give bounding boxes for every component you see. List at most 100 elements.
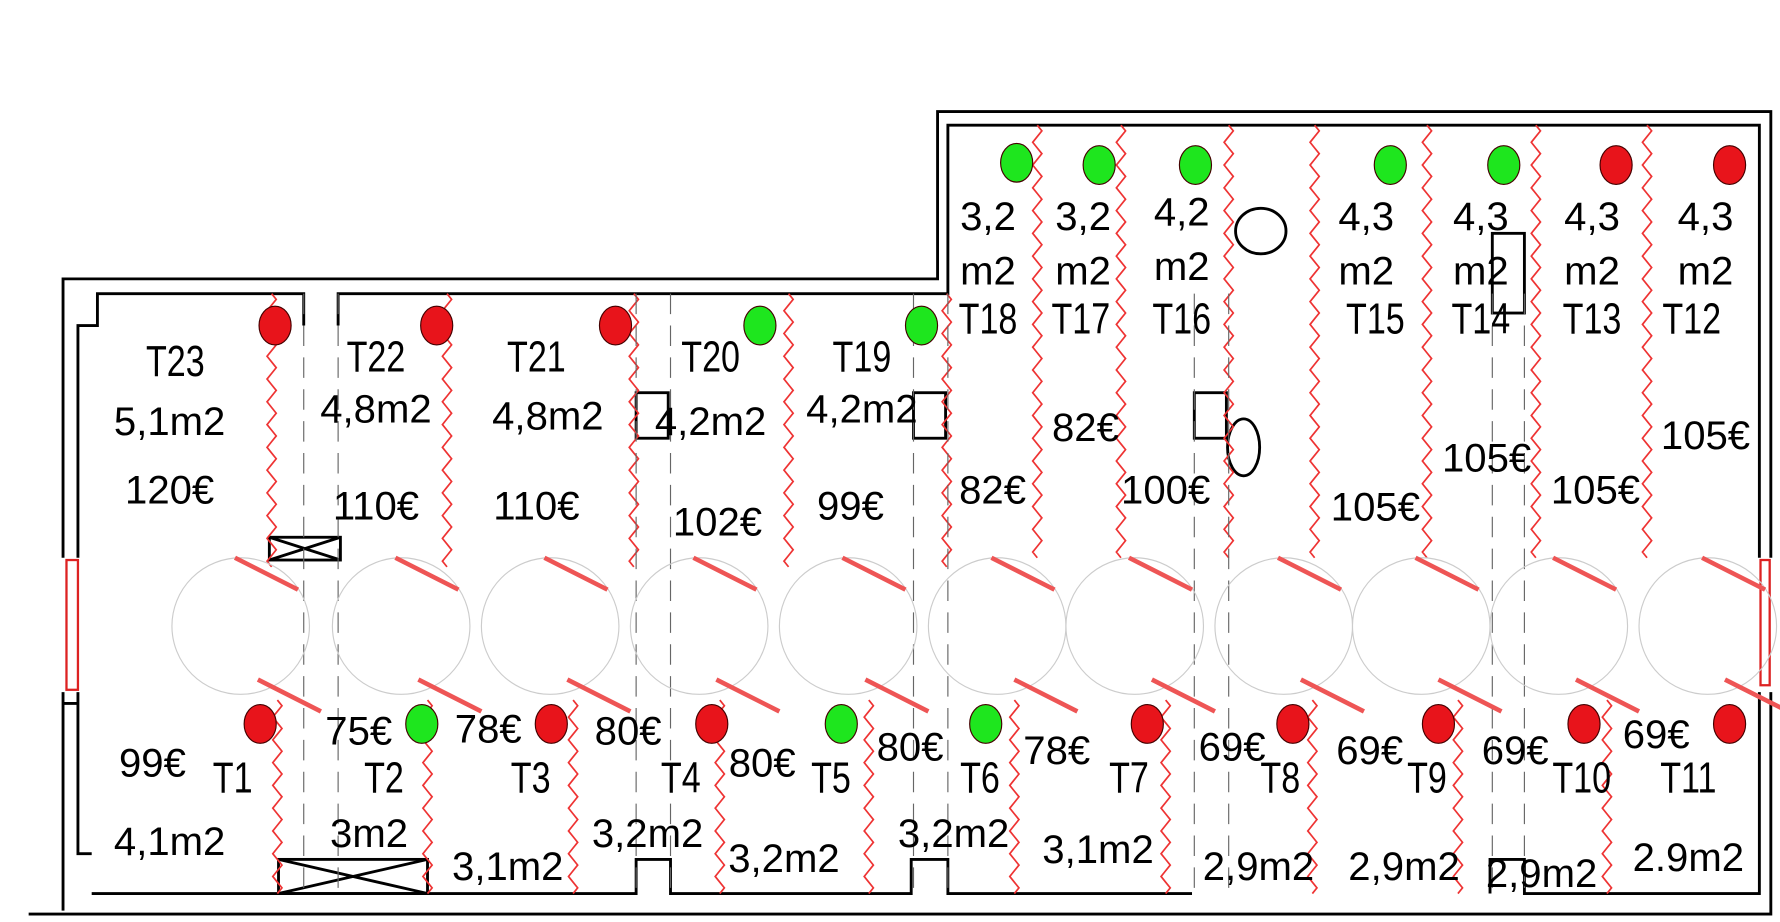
unit-area: 3,2m2 bbox=[592, 812, 703, 856]
status-dot bbox=[1178, 145, 1213, 185]
unit-price: 80€ bbox=[729, 742, 796, 786]
door-leaf bbox=[841, 555, 930, 714]
unit-area: 2.9m2 bbox=[1633, 836, 1744, 880]
unit-label: T23 bbox=[146, 337, 205, 386]
unit-label: T16 bbox=[1152, 295, 1211, 344]
unit-area: 4,2 m2 bbox=[1153, 190, 1210, 290]
partition bbox=[1306, 699, 1319, 895]
inner-wall bbox=[63, 692, 1761, 895]
unit-area: 5,1m2 bbox=[114, 400, 225, 444]
status-dot bbox=[1082, 145, 1116, 185]
partition bbox=[1601, 699, 1613, 895]
unit-area: 3,1m2 bbox=[452, 845, 563, 889]
unit-label: T11 bbox=[1660, 753, 1716, 802]
unit-price: 82€ bbox=[1052, 406, 1119, 450]
partition bbox=[1452, 699, 1464, 895]
status-dot bbox=[405, 704, 439, 744]
outer-wall bbox=[28, 692, 1773, 916]
unit-label: T9 bbox=[1407, 753, 1447, 802]
unit-area: 2,9m2 bbox=[1203, 845, 1314, 889]
partition bbox=[1530, 124, 1542, 559]
status-dot bbox=[1567, 704, 1601, 744]
door-leaf bbox=[990, 555, 1079, 714]
unit-label: T12 bbox=[1662, 295, 1721, 344]
unit-price: 80€ bbox=[877, 726, 944, 770]
status-dot bbox=[743, 305, 777, 346]
fixture bbox=[912, 391, 948, 440]
partition bbox=[628, 293, 640, 568]
unit-price: 105€ bbox=[1331, 486, 1420, 530]
unit-price: 69€ bbox=[1336, 729, 1403, 773]
door-swing bbox=[1489, 557, 1629, 695]
door-swing bbox=[1065, 557, 1205, 695]
unit-label: T1 bbox=[213, 753, 253, 802]
unit-area: 3,2 m2 bbox=[1055, 194, 1112, 294]
outer-wall bbox=[61, 110, 1773, 558]
status-dot bbox=[1000, 142, 1034, 183]
unit-price: 105€ bbox=[1442, 437, 1531, 481]
partition bbox=[1008, 699, 1021, 895]
unit-price: 82€ bbox=[959, 469, 1026, 513]
partition bbox=[567, 699, 579, 895]
unit-label: T5 bbox=[811, 753, 851, 802]
unit-label: T22 bbox=[347, 332, 406, 381]
status-dot bbox=[258, 305, 292, 346]
door-leaf bbox=[1552, 555, 1641, 714]
unit-area: 3,2 m2 bbox=[960, 195, 1016, 294]
unit-price: 99€ bbox=[119, 742, 186, 786]
status-dot bbox=[420, 305, 454, 346]
door-leaf bbox=[1276, 555, 1365, 714]
partitions bbox=[171, 124, 1780, 895]
partition bbox=[1159, 699, 1172, 895]
unit-label: T8 bbox=[1260, 753, 1300, 802]
unit-price: 100€ bbox=[1121, 469, 1210, 513]
fixture bbox=[267, 535, 342, 562]
unit-label: T3 bbox=[511, 753, 551, 802]
unit-area: 3,1m2 bbox=[1042, 828, 1153, 872]
door-leaf bbox=[1127, 555, 1216, 714]
unit-area: 4,3 m2 bbox=[1452, 194, 1509, 294]
unit-label: T15 bbox=[1346, 295, 1405, 344]
unit-price: 110€ bbox=[493, 484, 579, 528]
unit-label: T2 bbox=[364, 753, 404, 802]
unit-label: T19 bbox=[833, 332, 892, 381]
unit-area: 4,3 m2 bbox=[1338, 194, 1395, 294]
unit-label: T4 bbox=[661, 753, 701, 802]
door-leaf bbox=[543, 555, 632, 714]
unit-price: 69€ bbox=[1623, 713, 1690, 757]
unit-area: 3,2m2 bbox=[728, 837, 839, 881]
partition bbox=[1031, 124, 1043, 559]
unit-label: T18 bbox=[959, 295, 1018, 344]
unit-price: 78€ bbox=[455, 708, 522, 752]
unit-label: T7 bbox=[1109, 753, 1149, 802]
unit-label: T6 bbox=[960, 753, 1000, 802]
unit-price: 69€ bbox=[1482, 729, 1549, 773]
door-swing bbox=[778, 557, 918, 695]
door-swing bbox=[331, 557, 471, 695]
partition bbox=[1308, 124, 1321, 559]
unit-area: 4,3 m2 bbox=[1564, 194, 1620, 294]
door bbox=[65, 558, 1771, 691]
fixture bbox=[268, 535, 428, 895]
unit-area: 4,3 m2 bbox=[1452, 194, 1509, 294]
unit-label: T17 bbox=[1051, 295, 1110, 344]
unit-price: 105€ bbox=[1661, 414, 1750, 458]
unit-area: 4,3 m2 bbox=[1338, 194, 1395, 294]
door-leaf bbox=[1414, 555, 1503, 714]
door-leaf bbox=[1701, 555, 1780, 710]
door-swing bbox=[171, 557, 311, 695]
unit-area: 4,3 m2 bbox=[1564, 194, 1620, 294]
partition bbox=[1641, 124, 1653, 559]
unit-price: 69€ bbox=[1199, 726, 1266, 770]
unit-price: 80€ bbox=[595, 710, 662, 754]
partition bbox=[1421, 124, 1433, 559]
status-dot bbox=[824, 704, 858, 744]
status-dot bbox=[1373, 145, 1407, 185]
door-swing bbox=[1638, 557, 1778, 695]
unit-area: 2,9m2 bbox=[1348, 845, 1459, 889]
status-dot bbox=[1712, 145, 1747, 185]
unit-label: T14 bbox=[1451, 295, 1510, 344]
unit-area: 3,2 m2 bbox=[1055, 194, 1112, 294]
unit-label: T21 bbox=[507, 332, 566, 381]
unit-area: 4,2m2 bbox=[806, 388, 917, 432]
